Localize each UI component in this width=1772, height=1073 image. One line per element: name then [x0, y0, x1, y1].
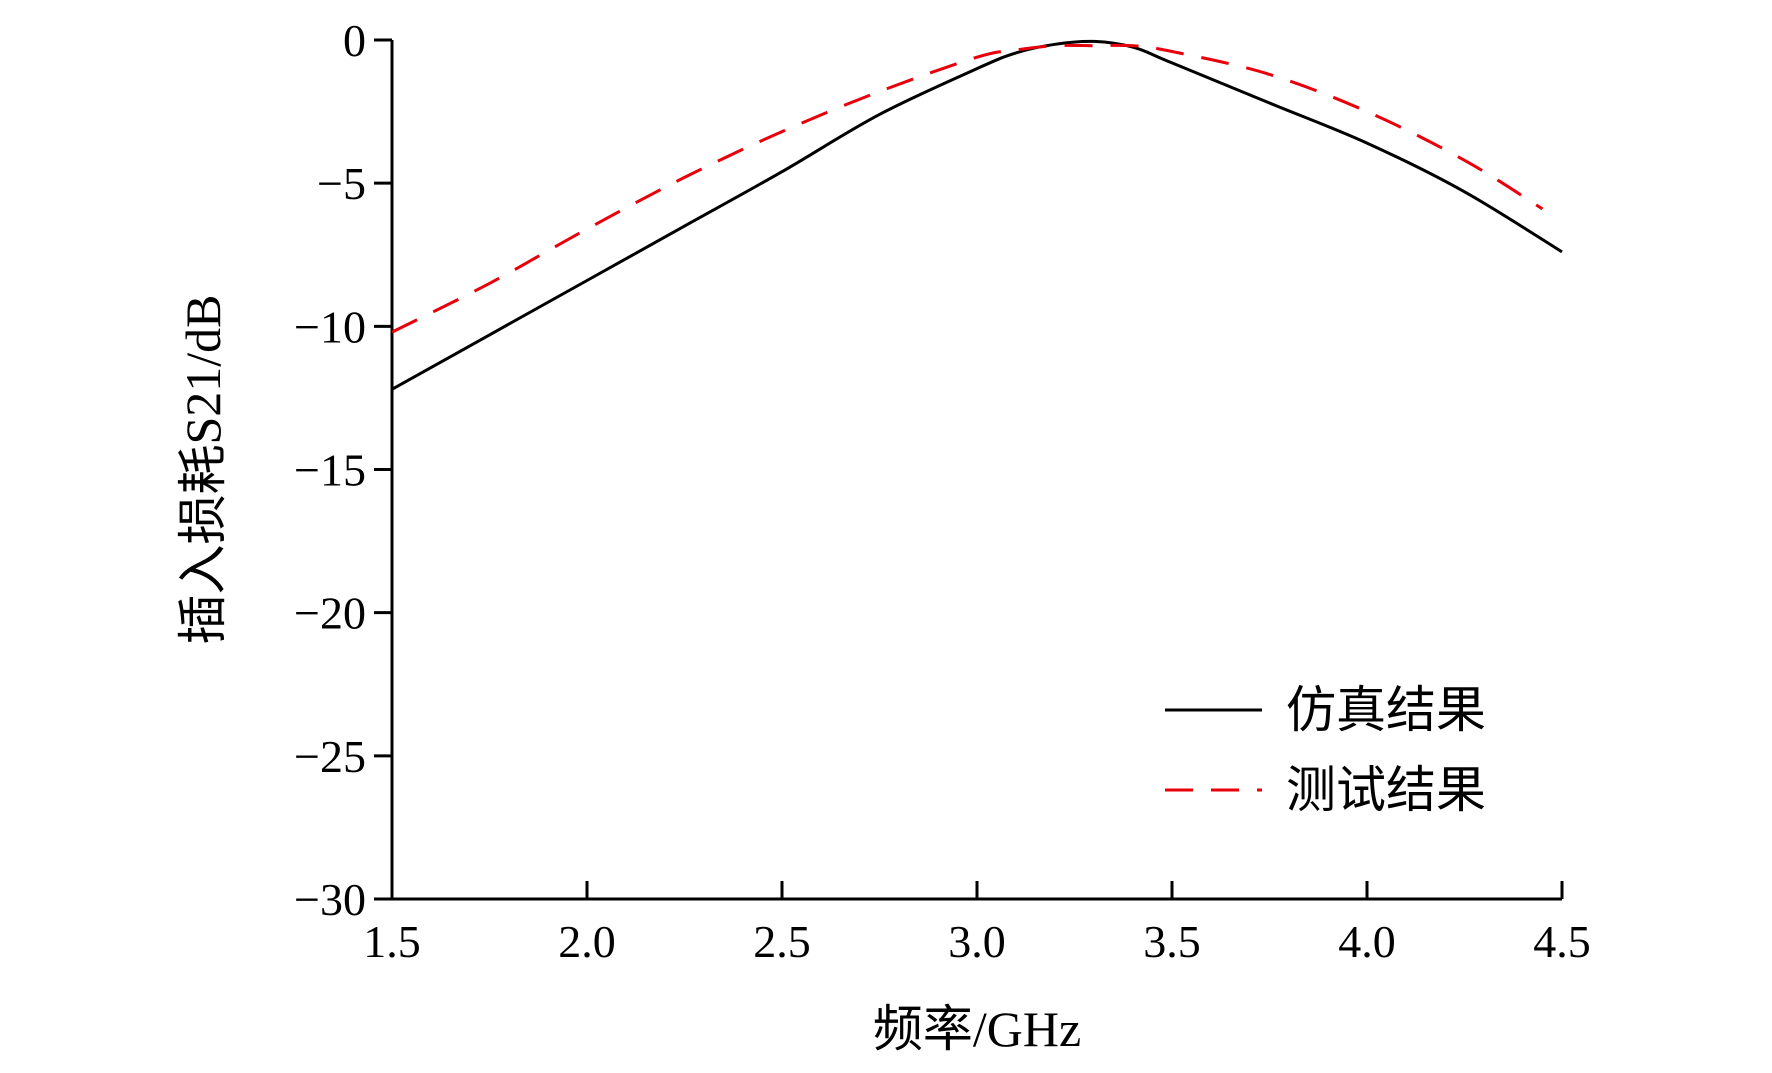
- y-tick-label: −30: [294, 874, 366, 925]
- x-tick-label: 4.0: [1338, 916, 1396, 967]
- x-tick-label: 4.5: [1533, 916, 1591, 967]
- series-line-simulation: [391, 39, 1563, 391]
- y-axis-title: 插入损耗S21/dB: [175, 294, 231, 644]
- x-tick-label: 1.5: [363, 916, 421, 967]
- series-layer: [391, 39, 1563, 391]
- x-tick-label: 2.0: [558, 916, 616, 967]
- x-tick-label: 2.5: [753, 916, 811, 967]
- y-ticks: 0 −5 −10 −15 −20 −25 −30: [294, 15, 392, 925]
- x-tick-label: 3.5: [1143, 916, 1201, 967]
- y-tick-label: −20: [294, 588, 366, 639]
- x-ticks: 1.5 2.0 2.5 3.0 3.5 4.0 4.5: [363, 881, 1591, 967]
- series-line-measurement: [391, 43, 1544, 334]
- y-tick-label: −15: [294, 445, 366, 496]
- y-tick-label: −10: [294, 301, 366, 352]
- y-tick-label: −25: [294, 731, 366, 782]
- y-tick-label: 0: [343, 15, 366, 66]
- x-tick-label: 3.0: [948, 916, 1006, 967]
- legend-label-measurement: 测试结果: [1286, 762, 1486, 818]
- y-tick-label: −5: [317, 158, 366, 209]
- legend-label-simulation: 仿真结果: [1286, 682, 1486, 738]
- legend: 仿真结果 测试结果: [1165, 682, 1486, 818]
- x-axis-title: 频率/GHz: [873, 1001, 1081, 1057]
